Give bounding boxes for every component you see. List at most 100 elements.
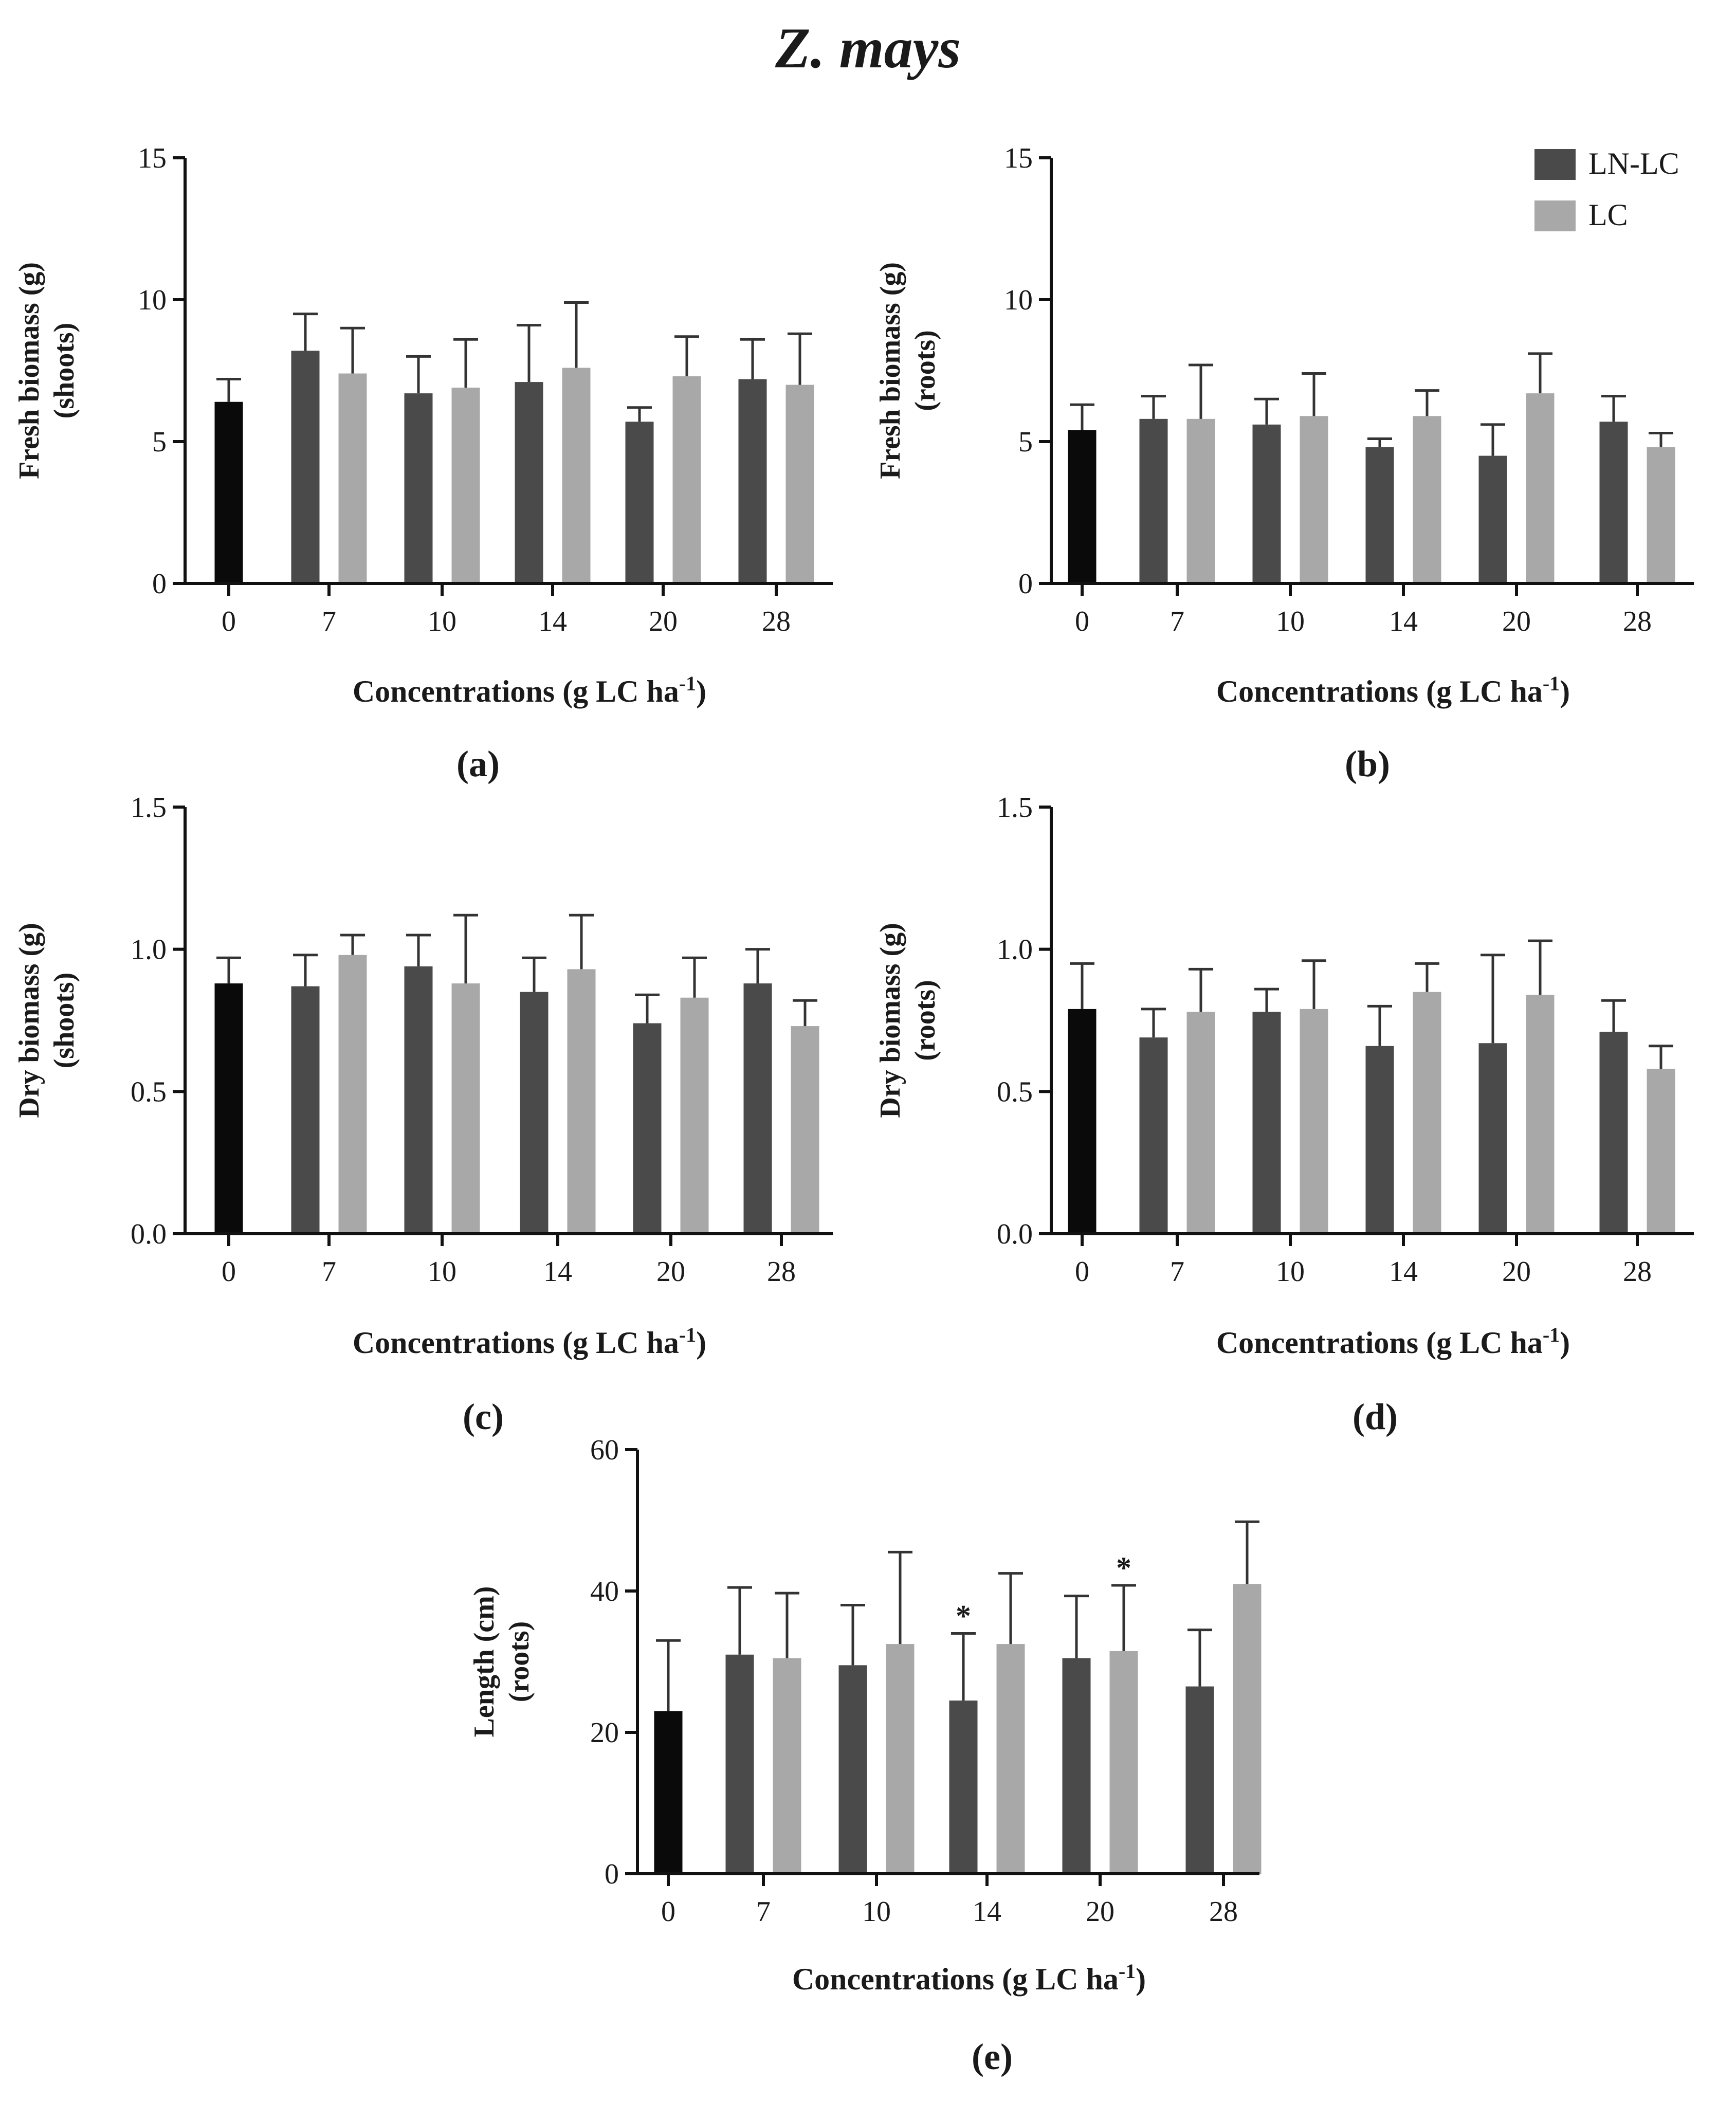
bar-lc-28-e xyxy=(1233,1584,1262,1874)
bar-lc-10-b xyxy=(1300,416,1328,583)
x-tick-label-c-0: 0 xyxy=(222,1256,236,1288)
error-bar-ln-lc-28-c xyxy=(745,948,770,984)
y-tick-label-d-1: 0.5 xyxy=(997,1076,1033,1108)
x-tick-label-a-0: 0 xyxy=(222,606,236,637)
y-tick-label-c-2: 1.0 xyxy=(131,934,167,966)
bar-lc-14-d xyxy=(1413,992,1441,1234)
x-tick-label-b-2: 10 xyxy=(1276,606,1305,637)
x-tick-label-c-5: 28 xyxy=(767,1256,796,1288)
error-bar-ln-lc-20-c xyxy=(635,993,660,1023)
x-tick-label-c-3: 14 xyxy=(543,1256,572,1288)
bar-lc-28-b xyxy=(1647,447,1675,583)
y-tick-label-a-3: 15 xyxy=(138,142,167,174)
x-tick-label-b-0: 0 xyxy=(1075,606,1089,637)
x-tick-label-e-3: 14 xyxy=(973,1896,1001,1928)
bar-ln-lc-20-c xyxy=(633,1023,662,1234)
bar-ln-lc-7-b xyxy=(1139,418,1168,583)
error-bar-control-a xyxy=(216,378,241,402)
error-bar-lc-28-e xyxy=(1235,1520,1259,1584)
y-tick-label-a-1: 5 xyxy=(152,426,167,458)
error-bar-lc-10-d xyxy=(1302,959,1326,1009)
x-tick-label-d-2: 10 xyxy=(1276,1256,1305,1288)
error-bar-lc-20-e xyxy=(1111,1584,1136,1651)
y-tick-label-a-0: 0 xyxy=(152,568,167,600)
bar-ln-lc-28-e xyxy=(1185,1686,1214,1874)
bar-control-b xyxy=(1068,430,1097,583)
error-bar-lc-20-c xyxy=(682,956,707,998)
error-bar-lc-28-c xyxy=(793,999,817,1027)
bar-ln-lc-10-b xyxy=(1252,424,1281,583)
y-tick-label-b-3: 15 xyxy=(1004,142,1033,174)
error-bar-ln-lc-10-e xyxy=(840,1604,865,1666)
chart-panel-a: 0 5 10 15 0 7 10 14 20 28 Concentrations (g LC ha-… xyxy=(13,142,833,708)
panel-label-d: (d) xyxy=(1353,1396,1398,1437)
bar-lc-7-a xyxy=(338,373,367,583)
y-axis-label-e: Length (cm) xyxy=(468,1586,500,1738)
x-tick-label-a-2: 10 xyxy=(428,606,456,637)
y-tick-label-a-2: 10 xyxy=(138,284,167,316)
error-bar-ln-lc-7-d xyxy=(1141,1008,1166,1038)
x-axis-label-e: Concentrations (g LC ha-1) xyxy=(792,1960,1146,1996)
x-tick-label-a-4: 20 xyxy=(649,606,678,637)
error-bar-ln-lc-14-d xyxy=(1367,1004,1392,1046)
bar-ln-lc-20-a xyxy=(625,422,654,583)
error-bar-ln-lc-7-a xyxy=(293,313,318,351)
error-bar-lc-10-e xyxy=(888,1550,912,1644)
legend-swatch-lc xyxy=(1534,200,1576,231)
bar-lc-10-a xyxy=(451,388,480,583)
y-tick-label-b-1: 5 xyxy=(1018,426,1033,458)
significance-mark-e-1: * xyxy=(1116,1551,1131,1585)
error-bar-ln-lc-28-e xyxy=(1187,1629,1212,1687)
error-bar-ln-lc-28-d xyxy=(1601,999,1626,1032)
bar-lc-7-d xyxy=(1186,1012,1215,1234)
y-tick-label-b-0: 0 xyxy=(1018,568,1033,600)
y-axis-label-2-b: (roots) xyxy=(909,330,941,411)
x-tick-label-d-5: 28 xyxy=(1623,1256,1652,1288)
bar-ln-lc-14-d xyxy=(1365,1046,1394,1234)
x-tick-label-d-3: 14 xyxy=(1389,1256,1418,1288)
y-axis-label-2-e: (roots) xyxy=(503,1621,535,1703)
x-tick-label-c-1: 7 xyxy=(322,1256,336,1288)
error-bar-control-c xyxy=(216,956,241,984)
x-tick-label-e-5: 28 xyxy=(1209,1896,1238,1928)
panel-label-a: (a) xyxy=(456,743,500,784)
bar-ln-lc-28-b xyxy=(1599,422,1628,583)
y-tick-label-e-0: 0 xyxy=(605,1858,619,1890)
figure-title: Z. mays xyxy=(775,16,961,80)
error-bar-lc-7-c xyxy=(340,934,365,955)
x-axis-label-a: Concentrations (g LC ha-1) xyxy=(353,672,706,708)
y-tick-label-c-3: 1.5 xyxy=(131,792,167,824)
y-tick-label-e-3: 60 xyxy=(590,1434,619,1466)
error-bar-lc-14-c xyxy=(569,913,594,970)
y-tick-label-e-2: 40 xyxy=(590,1576,619,1607)
x-tick-label-e-1: 7 xyxy=(756,1896,771,1928)
bar-ln-lc-10-d xyxy=(1252,1012,1281,1234)
panel-label-e: (e) xyxy=(972,2036,1013,2077)
x-axis-label-d: Concentrations (g LC ha-1) xyxy=(1216,1323,1570,1360)
bar-ln-lc-10-c xyxy=(404,966,433,1234)
x-tick-label-a-5: 28 xyxy=(762,606,791,637)
bar-lc-7-b xyxy=(1186,418,1215,583)
error-bar-ln-lc-14-a xyxy=(517,324,541,382)
legend: LN-LC LC xyxy=(1534,147,1679,232)
x-tick-label-d-1: 7 xyxy=(1170,1256,1184,1288)
error-bar-ln-lc-7-b xyxy=(1141,395,1166,419)
error-bar-ln-lc-14-e xyxy=(951,1632,976,1701)
error-bar-ln-lc-10-c xyxy=(406,934,431,966)
legend-label-ln-lc: LN-LC xyxy=(1588,147,1679,180)
y-tick-label-c-1: 0.5 xyxy=(131,1076,167,1108)
x-tick-label-a-1: 7 xyxy=(322,606,336,637)
chart-panel-e: * * 0 20 40 60 0 7 10 14 20 28 Concentrations (g LC … xyxy=(468,1434,1262,1996)
x-tick-label-e-2: 10 xyxy=(862,1896,891,1928)
y-axis-label-2-c: (shoots) xyxy=(48,973,80,1069)
bar-ln-lc-7-c xyxy=(291,986,320,1234)
bar-ln-lc-10-a xyxy=(404,393,433,583)
x-tick-label-b-4: 20 xyxy=(1502,606,1531,637)
bar-ln-lc-7-e xyxy=(725,1654,754,1874)
x-tick-label-d-4: 20 xyxy=(1502,1256,1531,1288)
x-tick-label-b-3: 14 xyxy=(1389,606,1418,637)
panel-label-c: (c) xyxy=(463,1396,504,1437)
bar-lc-14-e xyxy=(996,1644,1025,1874)
bar-lc-7-c xyxy=(338,955,367,1234)
